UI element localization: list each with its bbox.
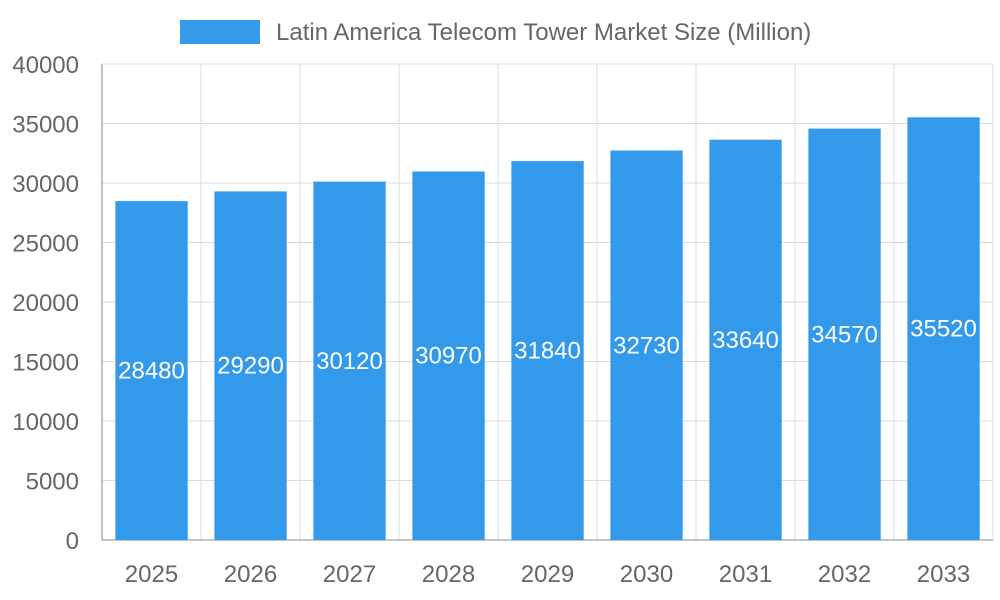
svg-text:2029: 2029 [521,561,574,588]
svg-text:35000: 35000 [12,112,79,139]
svg-text:2027: 2027 [323,561,376,588]
svg-text:31840: 31840 [514,338,581,365]
svg-text:2031: 2031 [719,561,772,588]
svg-text:2026: 2026 [224,561,277,588]
svg-text:34570: 34570 [811,321,878,348]
svg-text:30120: 30120 [316,348,383,375]
svg-text:29290: 29290 [217,353,284,380]
svg-text:40000: 40000 [12,52,79,79]
svg-text:28480: 28480 [118,358,185,385]
svg-text:30970: 30970 [415,343,482,370]
svg-text:2025: 2025 [125,561,178,588]
svg-text:2028: 2028 [422,561,475,588]
svg-text:5000: 5000 [26,469,79,496]
svg-text:Latin America Telecom Tower Ma: Latin America Telecom Tower Market Size … [276,19,811,46]
svg-text:2032: 2032 [818,561,871,588]
svg-text:35520: 35520 [910,316,977,343]
svg-text:33640: 33640 [712,327,779,354]
svg-text:0: 0 [66,528,79,555]
svg-text:2033: 2033 [917,561,970,588]
svg-text:25000: 25000 [12,231,79,258]
svg-text:20000: 20000 [12,290,79,317]
svg-text:15000: 15000 [12,350,79,377]
svg-text:32730: 32730 [613,332,680,359]
svg-text:10000: 10000 [12,409,79,436]
svg-text:2030: 2030 [620,561,673,588]
svg-text:30000: 30000 [12,171,79,198]
